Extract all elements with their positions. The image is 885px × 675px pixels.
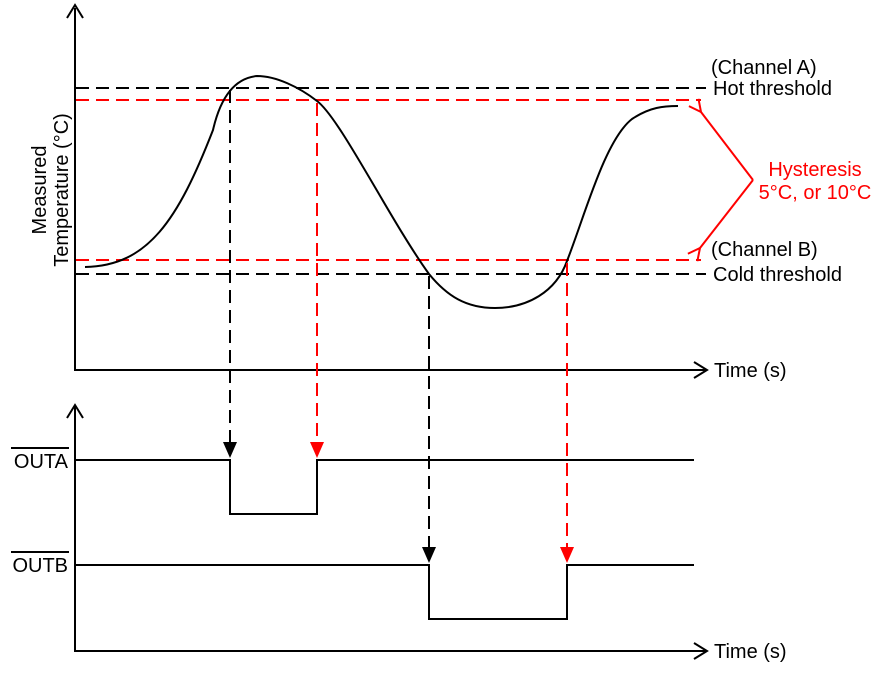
output-y-axis-arrow-icon	[66, 403, 84, 419]
outb-assert-arrowhead-icon	[422, 547, 436, 563]
hysteresis-arrow-to-hot-icon	[701, 112, 754, 181]
output-x-axis-label: Time (s)	[714, 641, 787, 663]
temperature-y-axis-label-line1: Measured	[29, 146, 51, 235]
temperature-y-axis-label-line2: Temperature (°C)	[51, 113, 73, 267]
temperature-x-axis-arrow-icon	[693, 361, 709, 379]
outa-release-arrowhead-icon	[310, 442, 324, 458]
temperature-y-axis-arrow-icon	[66, 3, 84, 19]
cold-threshold-label: Cold threshold	[713, 264, 842, 286]
outa-waveform	[75, 459, 694, 515]
hysteresis-arrow-to-cold-icon	[700, 179, 754, 248]
hysteresis-label-line2: 5°C, or 10°C	[759, 182, 872, 204]
hot-threshold-label: Hot threshold	[713, 78, 832, 100]
outb-waveform	[75, 564, 694, 620]
trip-point-connectors	[223, 90, 574, 563]
outb-release-arrowhead-icon	[560, 547, 574, 563]
hysteresis-label-line1: Hysteresis	[768, 159, 861, 181]
outb-label: OUTB	[12, 555, 68, 577]
output-plot: Time (s) OUTA OUTB	[11, 403, 787, 663]
channel-b-label: (Channel B)	[711, 239, 818, 261]
outa-assert-arrowhead-icon	[223, 442, 237, 458]
temperature-x-axis-label: Time (s)	[714, 360, 787, 382]
outa-label: OUTA	[14, 451, 69, 473]
output-x-axis-arrow-icon	[693, 642, 709, 660]
temperature-curve	[84, 74, 679, 310]
hysteresis-annotation: Hysteresis 5°C, or 10°C	[700, 112, 871, 248]
temperature-plot: Measured Temperature (°C) Time (s) (Chan…	[29, 3, 871, 382]
channel-a-label: (Channel A)	[711, 57, 817, 79]
